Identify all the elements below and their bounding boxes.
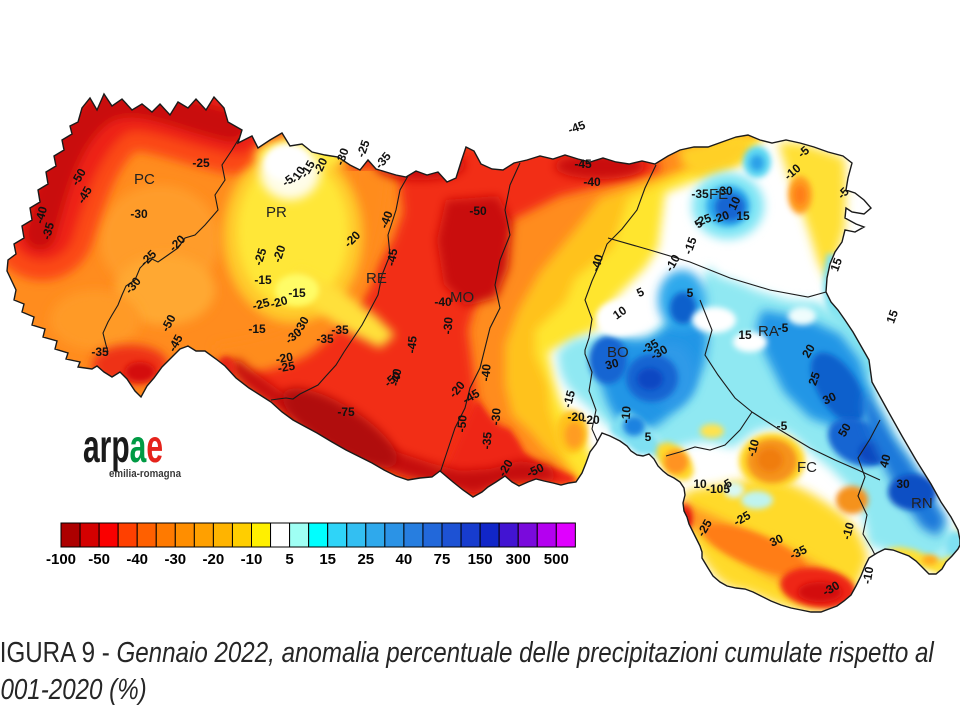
svg-text:-35: -35 <box>316 332 334 346</box>
svg-text:15: 15 <box>738 328 752 342</box>
svg-text:-30: -30 <box>488 407 503 426</box>
svg-text:2001-2020 (%): 2001-2020 (%) <box>0 673 147 706</box>
svg-text:RE: RE <box>366 270 387 287</box>
svg-text:15: 15 <box>319 551 336 568</box>
svg-text:FIGURA 9 - Gennaio 2022, anoma: FIGURA 9 - Gennaio 2022, anomalia percen… <box>0 636 935 669</box>
svg-text:-50: -50 <box>524 460 546 480</box>
svg-text:15: 15 <box>883 308 901 326</box>
svg-text:300: 300 <box>506 551 531 568</box>
svg-text:-30: -30 <box>440 316 455 335</box>
svg-text:-15: -15 <box>248 322 266 336</box>
svg-text:-40: -40 <box>588 252 606 273</box>
svg-text:15: 15 <box>827 256 845 274</box>
svg-text:-15: -15 <box>560 388 578 409</box>
svg-text:5: 5 <box>687 286 694 300</box>
svg-text:25: 25 <box>805 370 823 388</box>
svg-text:15: 15 <box>736 209 750 223</box>
svg-text:40: 40 <box>396 551 413 568</box>
svg-text:-10: -10 <box>241 551 263 568</box>
svg-text:-50: -50 <box>469 204 487 218</box>
svg-text:-75: -75 <box>337 405 355 419</box>
svg-text:-35: -35 <box>39 220 57 241</box>
svg-text:-10: -10 <box>860 565 877 585</box>
svg-text:-45: -45 <box>566 118 587 137</box>
svg-text:40: 40 <box>877 452 894 469</box>
svg-text:FE: FE <box>709 186 728 203</box>
svg-text:20: 20 <box>799 341 818 360</box>
svg-text:-20: -20 <box>275 350 295 367</box>
svg-text:-105: -105 <box>706 482 730 496</box>
svg-text:25: 25 <box>357 551 374 568</box>
svg-text:-50: -50 <box>88 551 110 568</box>
svg-text:-40: -40 <box>583 175 601 189</box>
svg-text:500: 500 <box>544 551 569 568</box>
svg-text:-30: -30 <box>130 207 148 221</box>
svg-text:-30: -30 <box>164 551 186 568</box>
svg-text:5: 5 <box>285 551 293 568</box>
svg-text:arpae: arpae <box>83 420 163 472</box>
svg-text:10: 10 <box>693 477 707 491</box>
svg-text:-100: -100 <box>46 551 76 568</box>
svg-text:-15: -15 <box>681 235 700 256</box>
svg-text:-20: -20 <box>582 413 600 427</box>
svg-text:-45: -45 <box>404 335 419 354</box>
svg-text:-20: -20 <box>270 243 289 264</box>
svg-text:-40: -40 <box>478 363 493 382</box>
svg-text:150: 150 <box>468 551 493 568</box>
svg-text:-15: -15 <box>288 286 306 300</box>
svg-text:-20: -20 <box>567 410 585 424</box>
svg-text:-45: -45 <box>574 157 592 171</box>
svg-text:30: 30 <box>820 389 838 407</box>
svg-text:RN: RN <box>911 495 933 512</box>
svg-text:-20: -20 <box>269 293 290 311</box>
svg-text:-35: -35 <box>479 431 494 450</box>
svg-text:-20: -20 <box>310 155 330 177</box>
svg-text:-35: -35 <box>331 323 349 337</box>
svg-text:10: 10 <box>725 194 743 212</box>
svg-text:FC: FC <box>797 459 817 476</box>
svg-text:-40: -40 <box>126 551 148 568</box>
svg-text:BO: BO <box>607 344 629 361</box>
svg-text:PC: PC <box>134 171 155 188</box>
svg-text:5: 5 <box>645 430 652 444</box>
svg-text:-5: -5 <box>777 419 788 433</box>
svg-text:-40: -40 <box>388 367 405 387</box>
svg-text:-10: -10 <box>744 437 762 458</box>
svg-text:75: 75 <box>434 551 451 568</box>
svg-text:50: 50 <box>835 420 854 439</box>
svg-text:-10: -10 <box>839 520 857 541</box>
svg-text:-30: -30 <box>715 184 733 198</box>
svg-text:-40: -40 <box>434 295 452 309</box>
svg-text:-25: -25 <box>692 211 713 230</box>
svg-text:-40: -40 <box>32 204 50 225</box>
svg-text:-15: -15 <box>254 273 272 287</box>
svg-text:-30: -30 <box>333 146 352 167</box>
svg-text:PR: PR <box>266 204 287 221</box>
svg-text:-25: -25 <box>251 246 270 267</box>
svg-text:30: 30 <box>767 531 785 549</box>
svg-text:-50: -50 <box>454 414 469 433</box>
svg-text:-20: -20 <box>203 551 225 568</box>
svg-text:RA: RA <box>758 323 779 340</box>
svg-text:30: 30 <box>896 477 910 491</box>
svg-text:30: 30 <box>604 356 621 373</box>
svg-text:MO: MO <box>450 289 474 306</box>
svg-text:-25: -25 <box>277 359 297 376</box>
svg-text:-5: -5 <box>778 321 789 335</box>
svg-text:-35: -35 <box>91 345 109 359</box>
svg-text:-35: -35 <box>691 187 709 201</box>
svg-text:-10: -10 <box>618 405 633 424</box>
svg-text:-35: -35 <box>787 542 809 562</box>
svg-text:-25: -25 <box>354 138 373 159</box>
svg-text:-25: -25 <box>192 156 210 170</box>
svg-text:-20: -20 <box>710 208 731 227</box>
svg-text:-25: -25 <box>251 295 272 313</box>
svg-text:-45: -45 <box>384 247 401 267</box>
svg-text:emilia-romagna: emilia-romagna <box>109 468 182 480</box>
svg-text:-40: -40 <box>377 209 396 230</box>
